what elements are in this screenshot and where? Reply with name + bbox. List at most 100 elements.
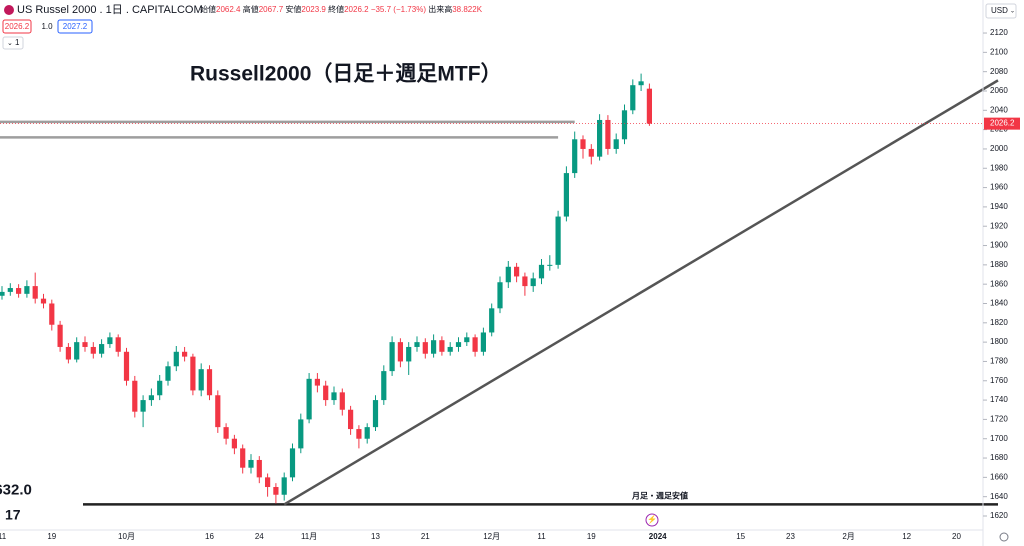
x-tick-label: 13 [371, 532, 380, 541]
candle-body [514, 266, 520, 277]
candle-body [24, 286, 30, 294]
settings-icon[interactable] [999, 532, 1009, 542]
candle-body [182, 351, 188, 357]
x-tick-label: 21 [421, 532, 430, 541]
candle-body [372, 400, 379, 428]
candle-body [472, 337, 478, 352]
y-tick-label: 2120 [990, 28, 1008, 37]
candle-body [298, 419, 304, 449]
x-tick-label: 10月 [118, 532, 135, 541]
x-tick-label: 2024 [649, 532, 667, 541]
change-pct: (−1.73%) [393, 5, 426, 14]
candle-body [530, 278, 536, 287]
y-tick-label: 1940 [990, 202, 1008, 211]
spread: 1.0 [41, 22, 53, 31]
candle-body [49, 303, 55, 325]
y-tick-label: 1900 [990, 241, 1008, 250]
toggle-arrow: ⌄ [7, 40, 13, 47]
open-value: 2062.4 [216, 5, 241, 14]
candle-body [140, 400, 146, 412]
indicator-count: 1 [15, 38, 20, 47]
close-value: 2026.2 [344, 5, 369, 14]
candle-body [389, 342, 395, 372]
high-label: 高値 [243, 4, 259, 14]
candle-body [563, 173, 569, 217]
candle-body [605, 119, 611, 149]
candle-body [223, 427, 229, 439]
y-tick-label: 1620 [990, 511, 1008, 520]
x-tick-label: 11月 [301, 532, 317, 541]
candle-body [646, 88, 652, 124]
candle-body [323, 385, 329, 401]
ohlc: 始値2062.4 高値2067.7 安値2023.9 終値2026.2 −35.… [200, 4, 483, 14]
open-label: 始値 [200, 4, 216, 14]
y-tick-label: 1820 [990, 318, 1008, 327]
ask-box[interactable] [57, 19, 93, 34]
candle-body [240, 448, 246, 468]
x-tick-label: 11 [0, 532, 7, 541]
candle-body [265, 477, 271, 488]
logo: 17 [5, 507, 21, 523]
y-tick-label: 1720 [990, 415, 1008, 424]
ask: 2027.2 [63, 22, 88, 31]
indicator-toggle[interactable] [2, 36, 24, 50]
event-icon[interactable] [645, 513, 659, 527]
candle-body [555, 216, 561, 265]
candle-body [123, 351, 130, 381]
candle-body [505, 266, 511, 283]
candle-body [206, 369, 213, 396]
candle-body [289, 448, 296, 478]
y-tick-label: 1920 [990, 221, 1008, 230]
y-tick-label: 1700 [990, 434, 1008, 443]
x-tick-label: 24 [255, 532, 264, 541]
symbol-icon [4, 5, 14, 15]
x-tick-label: 12月 [483, 532, 500, 541]
candle-body [489, 308, 495, 333]
header: US Russel 2000 . 1日 . CAPITALCOM 始値2062.… [2, 3, 1017, 50]
candle-body [364, 427, 370, 439]
x-tick-label: 12 [902, 532, 911, 541]
candle-body [522, 276, 528, 287]
x-tick-label: 15 [736, 532, 745, 541]
candle-body [348, 409, 354, 430]
x-tick-label: 20 [952, 532, 961, 541]
symbol[interactable]: US Russel 2000 . 1日 . CAPITALCOM [17, 4, 203, 16]
bid-box[interactable] [2, 19, 32, 34]
candle-body [0, 291, 5, 296]
high-value: 2067.7 [259, 5, 284, 14]
x-tick-label: 16 [205, 532, 214, 541]
candle-body [173, 351, 179, 367]
candle-body [231, 438, 237, 449]
currency-box[interactable] [985, 3, 1017, 19]
candle-body [82, 342, 88, 347]
low-label: 安値 [285, 4, 301, 14]
candle-body [638, 81, 644, 86]
candle-body [630, 85, 636, 111]
candle-body [32, 286, 38, 299]
candle-body [7, 288, 13, 292]
candle-body [447, 346, 453, 352]
candle-body [580, 139, 586, 149]
x-tick-label: 2月 [842, 532, 854, 541]
trendline [283, 79, 999, 506]
y-tick-label: 1740 [990, 395, 1008, 404]
candle-body [538, 264, 545, 279]
close-label: 終値 [328, 4, 344, 14]
plot-area: 1632.0 月足・週足安値 [0, 73, 999, 506]
x-tick-label: 19 [47, 532, 56, 541]
line-price-label: 1632.0 [0, 481, 32, 498]
candle-body [215, 395, 221, 428]
candle-body [356, 429, 362, 439]
y-tick-label: 2080 [990, 67, 1008, 76]
event-glyph: ⚡ [647, 514, 657, 524]
y-tick-label: 1760 [990, 376, 1008, 385]
candle-body [306, 378, 312, 420]
candle-body [273, 487, 279, 495]
y-tick-label: 2000 [990, 144, 1008, 153]
candle-body [157, 380, 163, 396]
candle-body [190, 356, 196, 391]
candle-body [314, 378, 320, 386]
x-tick-label: 23 [786, 532, 795, 541]
